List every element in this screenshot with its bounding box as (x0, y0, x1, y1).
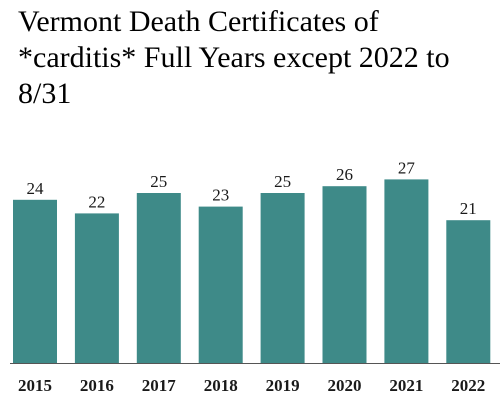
data-label-2017: 25 (150, 172, 167, 191)
data-label-2018: 23 (212, 186, 229, 205)
bar-2017 (136, 193, 181, 363)
x-tick-label-2020: 2020 (328, 376, 362, 395)
bar-2016 (74, 213, 119, 363)
bar-2018 (198, 206, 243, 363)
data-label-2020: 26 (336, 165, 353, 184)
data-label-2015: 24 (27, 179, 45, 198)
x-tick-label-2016: 2016 (80, 376, 114, 395)
x-tick-label-2017: 2017 (142, 376, 177, 395)
x-tick-label-2022: 2022 (451, 376, 485, 395)
bar-2022 (446, 220, 491, 363)
data-label-2021: 27 (398, 158, 416, 177)
bar-2021 (384, 179, 429, 363)
data-label-2016: 22 (88, 192, 105, 211)
bar-2015 (13, 199, 57, 363)
x-tick-label-2015: 2015 (18, 376, 52, 395)
x-tick-label-2018: 2018 (204, 376, 238, 395)
x-tick-label-2021: 2021 (389, 376, 423, 395)
chart-title: Vermont Death Certificates of *carditis*… (18, 5, 450, 110)
bar-2019 (260, 193, 305, 363)
data-label-2019: 25 (274, 172, 291, 191)
bar-2020 (322, 186, 367, 363)
data-label-2022: 21 (460, 199, 477, 218)
x-tick-label-2019: 2019 (266, 376, 300, 395)
